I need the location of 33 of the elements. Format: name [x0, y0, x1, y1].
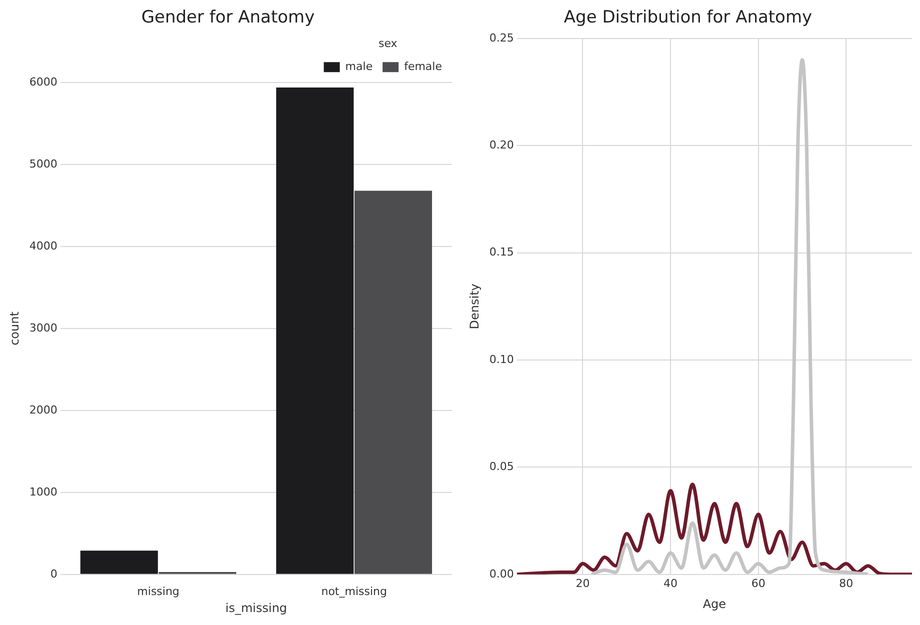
y-axis-title: count [7, 311, 22, 346]
x-axis-title: is_missing [225, 600, 288, 615]
bar [354, 190, 432, 574]
line-series [516, 482, 912, 574]
y-axis-title: Density [467, 284, 482, 330]
chart-title: Age Distribution for Anatomy [564, 8, 812, 28]
y-tick-label: 6000 [29, 75, 58, 88]
y-tick-label: 0.05 [489, 460, 514, 474]
y-tick-label: 2000 [29, 403, 58, 416]
y-tick-label: 5000 [29, 157, 58, 170]
legend-label: female [404, 60, 442, 73]
x-tick-label: not_missing [321, 584, 387, 598]
y-tick-label: 0 [50, 567, 58, 580]
x-tick-label: 40 [664, 576, 678, 590]
line-series [590, 58, 870, 574]
y-tick-label: 0.25 [489, 31, 514, 44]
bar [80, 550, 158, 574]
bar [276, 88, 354, 574]
legend-label: male [345, 60, 373, 73]
legend-title: sex [378, 36, 398, 50]
x-tick-label: 20 [576, 576, 590, 590]
chart-title: Gender for Anatomy [141, 8, 315, 28]
y-tick-label: 3000 [29, 321, 58, 334]
y-tick-label: 4000 [29, 239, 58, 252]
x-tick-label: missing [137, 584, 180, 598]
x-tick-label: 80 [839, 576, 854, 590]
x-axis-title: Age [702, 596, 726, 611]
x-tick-label: 60 [751, 576, 766, 590]
y-tick-label: 1000 [29, 485, 58, 498]
y-tick-label: 0.10 [489, 352, 514, 366]
y-tick-label: 0.15 [489, 246, 514, 259]
y-tick-label: 0.20 [489, 138, 514, 152]
y-tick-label: 0.00 [489, 567, 514, 580]
